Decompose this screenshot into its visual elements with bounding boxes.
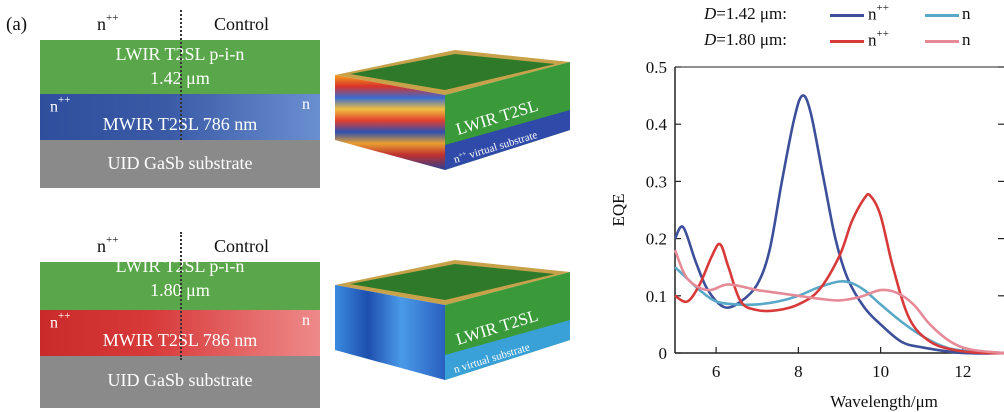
legend-swatch-180-n (925, 40, 959, 43)
top-right-label: Control (214, 14, 270, 34)
legend-swatch-142-npp (830, 14, 864, 17)
legend-142-n-label: n (962, 4, 971, 23)
side-substrate (445, 320, 570, 380)
y-axis-label: EQE (609, 193, 628, 226)
legend-row2-label: D=1.80 μm: (704, 30, 787, 49)
chart-axes: 0 0.1 0.2 0.3 0.4 0.5 6 8 10 12 (646, 58, 1004, 381)
legend-swatch-180-npp (830, 40, 864, 43)
bottom-right-label: Control (214, 236, 270, 256)
bottom-left-label: n++ (97, 234, 119, 256)
x-tick-label: 8 (794, 362, 803, 381)
y-tick-label: 0.5 (646, 58, 667, 77)
substrate-layer-top: UID GaSb substrate (40, 140, 320, 188)
x-tick-label: 6 (712, 362, 721, 381)
mwir-left-label: n++ (50, 310, 71, 332)
legend-180-n-label: n (962, 30, 971, 49)
divider-line-bottom (180, 232, 182, 360)
series-line-1 (674, 266, 1004, 355)
substrate-layer-bottom: UID GaSb substrate (40, 356, 320, 408)
series-line-0 (673, 94, 1004, 355)
y-tick-label: 0.1 (646, 287, 667, 306)
legend-180-npp-label: n++ (868, 28, 889, 50)
mwir-left-label: n++ (50, 94, 71, 116)
front-face (335, 75, 445, 170)
legend-swatch-142-n (925, 14, 959, 17)
active-area (350, 54, 555, 90)
y-tick-label: 0.2 (646, 230, 667, 249)
y-tick-label: 0.4 (646, 115, 668, 134)
x-tick-label: 10 (872, 362, 889, 381)
mwir-text: MWIR T2SL 786 nm (102, 114, 258, 134)
device-3d-bottom: LWIR T2SL n virtual substrate (335, 260, 570, 380)
y-tick-label: 0 (659, 344, 668, 363)
x-tick-label: 12 (954, 362, 971, 381)
y-tick-label: 0.3 (646, 172, 667, 191)
series-line-2 (674, 192, 1004, 355)
substrate-text: UID GaSb substrate (107, 153, 253, 173)
series-line-3 (673, 249, 1004, 355)
side-substrate (445, 110, 570, 170)
legend-142-npp-label: n++ (868, 2, 889, 24)
mwir-text: MWIR T2SL 786 nm (102, 330, 258, 350)
x-axis-label: Wavelength/μm (830, 392, 938, 411)
top-left-label: n++ (97, 12, 119, 34)
panel-label: (a) (6, 14, 28, 35)
eqe-chart: EQE Wavelength/μm 0 0.1 0.2 0.3 0.4 0.5 6 8 10 12 (609, 58, 1004, 411)
device-3d-top: LWIR T2SL n++ virtual substrate (335, 50, 570, 170)
legend-row1-label: D=1.42 μm: (704, 4, 787, 23)
front-face (335, 285, 445, 380)
substrate-text: UID GaSb substrate (107, 370, 253, 390)
chart-series (673, 94, 1004, 355)
mwir-right-label: n (302, 312, 310, 329)
divider-line-top (180, 10, 182, 140)
active-area (350, 264, 555, 300)
mwir-right-label: n (302, 96, 310, 113)
